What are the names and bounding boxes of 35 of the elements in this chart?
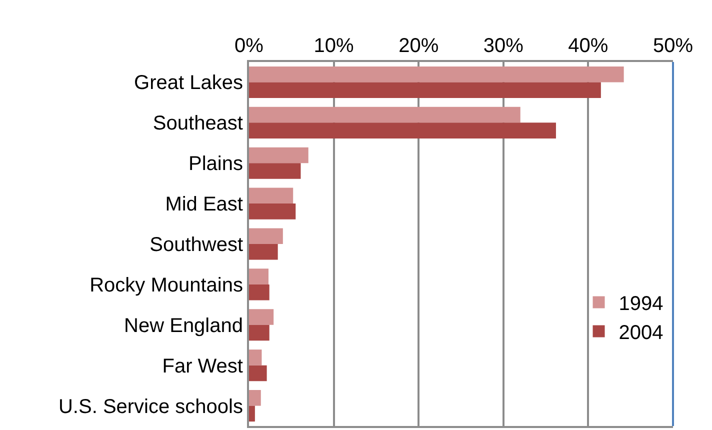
x-tick-label: 50%: [652, 35, 694, 57]
bar: [249, 309, 274, 325]
y-tick-label: Far West: [162, 355, 244, 378]
bar: [249, 365, 267, 382]
x-tick-label: 10%: [314, 35, 354, 57]
bar: [249, 204, 296, 220]
y-tick-label: Rocky Mountains: [90, 274, 243, 296]
y-tick-label: Plains: [188, 153, 243, 176]
y-tick-label: Great Lakes: [134, 72, 243, 94]
y-tick-label: U.S. Service schools: [58, 396, 243, 418]
bar: [249, 284, 270, 300]
bar: [249, 390, 261, 406]
legend-label: 2004: [618, 322, 664, 344]
bar: [249, 82, 601, 98]
x-tick-label: 0%: [234, 35, 264, 57]
x-tick-label: 40%: [568, 35, 608, 57]
bar: [249, 406, 255, 422]
y-tick-label: Southeast: [152, 112, 244, 135]
bar: [249, 163, 301, 179]
bar: [249, 268, 268, 284]
bar: [249, 122, 556, 138]
x-tick-label: 30%: [483, 35, 524, 57]
x-tick-label: 20%: [398, 35, 439, 57]
bar: [249, 147, 308, 164]
bar: [249, 106, 520, 123]
bar: [249, 350, 262, 366]
y-tick-label: Mid East: [165, 194, 244, 216]
bar: [249, 244, 278, 260]
bar: [249, 66, 624, 82]
bar: [249, 324, 270, 341]
bar: [249, 188, 294, 204]
y-tick-label: New England: [124, 314, 243, 337]
y-tick-label: Southwest: [150, 234, 244, 256]
bar: [249, 228, 283, 244]
legend-label: 1994: [618, 293, 664, 316]
